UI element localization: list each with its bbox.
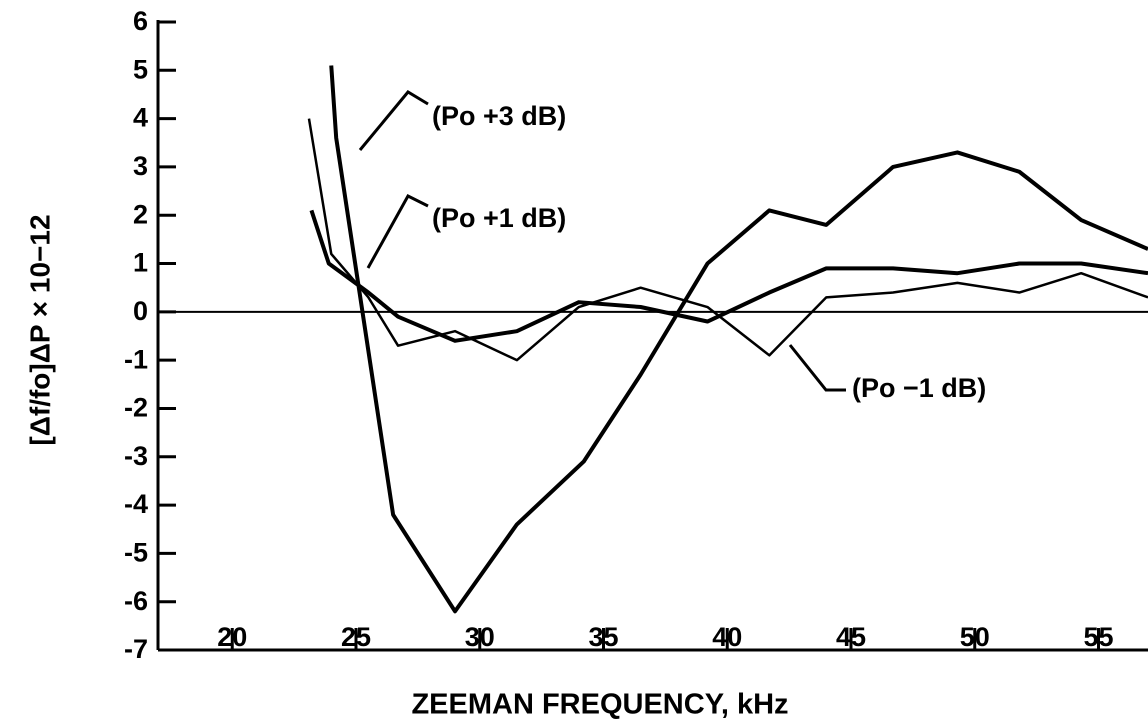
x-tick-label: 25: [341, 622, 371, 652]
y-tick-label: -6: [124, 586, 148, 616]
annotation-arrow: [358, 90, 429, 151]
x-tick-label: 40: [712, 622, 742, 652]
x-tick-label: 55: [1083, 622, 1113, 652]
x-axis-label: ZEEMAN FREQUENCY, kHz: [411, 689, 788, 721]
x-tick-label: 35: [588, 622, 618, 652]
y-tick-label: 0: [133, 296, 148, 326]
y-tick-label: 1: [133, 248, 148, 278]
annotation-arrow: [788, 344, 846, 392]
y-tick-label: -7: [124, 634, 148, 664]
series-label: (Po +3 dB): [432, 101, 566, 131]
series-label: (Po +1 dB): [432, 203, 566, 233]
series-line: [309, 209, 1148, 343]
x-tick-label: 50: [960, 622, 990, 652]
x-tick-label: 45: [836, 622, 866, 652]
y-tick-label: 4: [133, 103, 148, 133]
y-tick-label: -2: [124, 393, 148, 423]
annotation-arrow: [366, 194, 429, 269]
y-tick-label: 6: [133, 6, 148, 36]
y-tick-label: 2: [133, 199, 148, 229]
series-line: [329, 65, 1148, 614]
series-line: [307, 118, 1148, 362]
y-tick-label: -3: [124, 441, 148, 471]
x-tick-label: 30: [465, 622, 495, 652]
x-tick-label: 20: [217, 622, 247, 652]
y-tick-label: -5: [124, 538, 148, 568]
y-tick-label: 3: [133, 151, 148, 181]
series-label: (Po −1 dB): [852, 373, 986, 403]
y-tick-label: -4: [124, 489, 148, 519]
y-axis-label: [Δf/fo]ΔP × 10−12: [24, 214, 55, 445]
y-tick-label: 5: [133, 54, 148, 84]
y-tick-label: -1: [124, 344, 148, 374]
